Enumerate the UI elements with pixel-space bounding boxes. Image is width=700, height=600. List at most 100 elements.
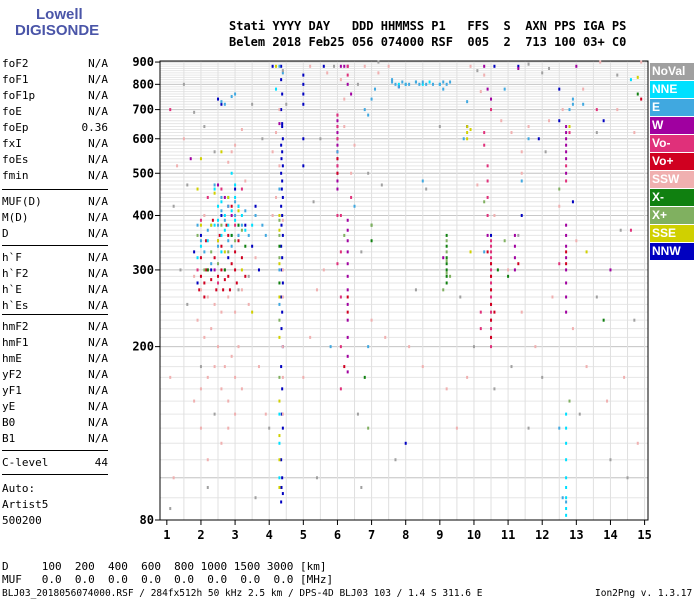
data-point — [595, 295, 598, 299]
data-point — [339, 387, 342, 391]
data-point — [602, 119, 605, 123]
header-field-values: Belem 2018 Feb25 056 074000 RSF 005 2 71… — [229, 35, 627, 49]
data-point — [278, 441, 281, 445]
data-point — [199, 387, 202, 391]
data-point — [462, 137, 465, 141]
data-point — [541, 71, 544, 75]
data-point — [217, 244, 220, 248]
y-tick-label: 200 — [132, 340, 154, 354]
data-point — [271, 213, 274, 217]
data-point — [234, 183, 237, 187]
param-value: N/A — [88, 251, 108, 264]
data-point — [234, 92, 237, 96]
data-point — [421, 179, 424, 183]
data-point — [193, 399, 196, 403]
data-point — [199, 274, 202, 278]
data-point — [220, 387, 223, 391]
ionogram-chart: 1 2 3 4 5 6 7 8 9 10 11 12 13 14 158020030040050060070… — [132, 55, 652, 542]
data-point — [503, 239, 506, 243]
data-point — [281, 310, 284, 314]
data-point — [404, 441, 407, 445]
data-point — [384, 335, 387, 339]
data-point — [493, 387, 496, 391]
data-point — [302, 164, 305, 168]
data-point — [636, 92, 639, 96]
data-point — [356, 82, 359, 86]
data-point — [203, 250, 206, 254]
data-point — [278, 187, 281, 191]
data-point — [377, 60, 380, 64]
data-point — [425, 187, 428, 191]
data-point — [264, 233, 267, 237]
data-point — [483, 64, 486, 68]
data-point — [281, 233, 284, 237]
data-point — [391, 80, 394, 84]
data-point — [227, 250, 230, 254]
data-point — [626, 476, 629, 480]
data-point — [169, 507, 172, 511]
data-point — [486, 87, 489, 91]
data-point — [217, 97, 220, 101]
data-point — [251, 223, 254, 227]
data-point — [278, 434, 281, 438]
data-point — [257, 365, 260, 369]
data-point — [346, 82, 349, 86]
data-point — [599, 60, 602, 64]
data-point — [230, 213, 233, 217]
data-point — [278, 244, 281, 248]
data-point — [281, 387, 284, 391]
data-point — [582, 87, 585, 91]
data-point — [278, 64, 281, 68]
data-point — [227, 399, 230, 403]
y-tick-label: 600 — [132, 132, 154, 146]
data-point — [565, 256, 568, 260]
param-name: h`F — [2, 251, 22, 264]
data-point — [445, 250, 448, 254]
data-point — [490, 335, 493, 339]
legend-key-nnw: NNW — [650, 243, 694, 260]
data-point — [575, 64, 578, 68]
data-point — [206, 268, 209, 272]
y-tick-label: 500 — [132, 166, 154, 180]
data-point — [169, 375, 172, 379]
data-point — [280, 204, 283, 208]
data-point — [281, 268, 284, 272]
param-row: MUF(D) N/A — [2, 195, 108, 209]
data-point — [425, 82, 428, 86]
data-point — [315, 476, 318, 480]
data-point — [565, 458, 568, 462]
data-point — [203, 281, 206, 285]
param-value: N/A — [88, 368, 108, 381]
autoscaler-version: 500200 — [2, 514, 42, 527]
data-point — [544, 150, 547, 154]
data-point — [281, 69, 284, 73]
data-point — [215, 288, 218, 292]
data-point — [565, 496, 568, 500]
data-point — [346, 250, 349, 254]
data-point — [346, 64, 349, 68]
data-point — [568, 131, 571, 135]
data-point — [213, 365, 216, 369]
data-point — [565, 143, 568, 147]
param-value: N/A — [88, 384, 108, 397]
data-point — [220, 441, 223, 445]
data-point — [240, 187, 243, 191]
data-point — [336, 171, 339, 175]
param-name: h`Es — [2, 299, 29, 312]
data-point — [445, 259, 448, 263]
data-point — [490, 108, 493, 112]
data-point — [223, 195, 226, 199]
param-value: N/A — [88, 227, 108, 240]
data-point — [234, 187, 237, 191]
data-point — [275, 64, 278, 68]
data-point — [217, 218, 220, 222]
data-point — [315, 288, 318, 292]
data-point — [280, 78, 283, 82]
data-point — [558, 119, 561, 123]
data-point — [275, 195, 278, 199]
data-point — [213, 256, 216, 260]
param-name: foF1 — [2, 73, 29, 86]
data-point — [493, 310, 496, 314]
data-point — [490, 233, 493, 237]
data-point — [346, 370, 349, 374]
